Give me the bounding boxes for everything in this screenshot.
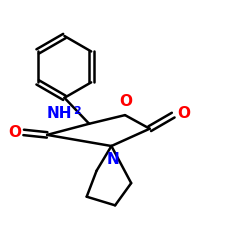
Text: O: O xyxy=(120,94,133,109)
Text: O: O xyxy=(8,125,21,140)
Text: NH: NH xyxy=(47,106,72,122)
Text: N: N xyxy=(106,152,119,167)
Text: O: O xyxy=(177,106,190,122)
Text: 2: 2 xyxy=(73,106,81,116)
